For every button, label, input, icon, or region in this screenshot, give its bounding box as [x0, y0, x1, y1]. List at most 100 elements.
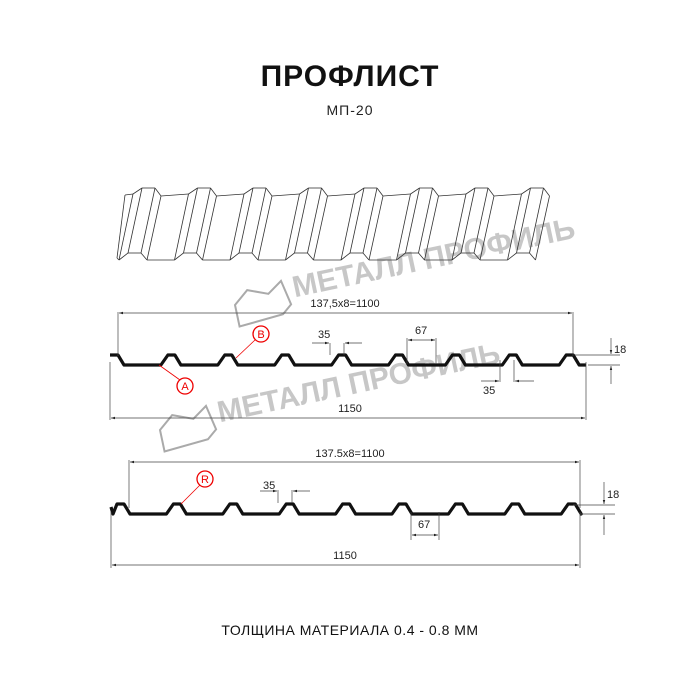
- sheet-edge: [196, 252, 203, 261]
- profile-2-outline: [109, 502, 583, 516]
- profile-1-outline: [110, 353, 586, 367]
- marker-a: A: [158, 364, 194, 395]
- page-subtitle: МП-20: [326, 102, 374, 118]
- sheet-edge: [202, 195, 217, 261]
- sheet-edge: [160, 193, 189, 197]
- sheet-edge: [405, 187, 420, 254]
- sheet-edge: [183, 187, 198, 254]
- sheet-edge: [487, 187, 495, 197]
- sheet-edge: [473, 252, 481, 261]
- pitch-label: 137.5x8=1100: [315, 448, 384, 460]
- sheet-edge: [410, 187, 420, 195]
- top-width-label: 35: [318, 329, 330, 341]
- page-title: ПРОФЛИСТ: [260, 60, 440, 93]
- sheet-edge: [368, 195, 384, 261]
- sheet-edge: [438, 193, 467, 197]
- pitch-label: 137,5x8=1100: [310, 298, 379, 310]
- sheet-edge: [340, 252, 351, 261]
- sheet-edge: [307, 252, 314, 261]
- sheet-edge: [251, 187, 267, 254]
- sheet-edge: [396, 252, 406, 261]
- sheet-edge: [376, 187, 384, 197]
- sheet-edge: [307, 187, 322, 254]
- height-label: 18: [614, 344, 626, 356]
- bottom-width-label: 35: [483, 385, 495, 397]
- sheet-edge: [271, 193, 300, 197]
- sheet-edge: [327, 193, 356, 197]
- sheet-edge: [257, 195, 273, 261]
- sheet-edge: [124, 193, 134, 196]
- sheet-edge: [354, 187, 365, 195]
- sheet-edge: [251, 252, 259, 261]
- sheet-edge: [543, 187, 550, 197]
- sheet-edge: [451, 193, 467, 261]
- svg-text:R: R: [201, 474, 209, 486]
- sheet-edge: [521, 187, 531, 195]
- sheet-edge: [321, 187, 328, 197]
- marker-r: R: [180, 470, 214, 505]
- svg-text:МЕТАЛЛ ПРОФИЛЬ: МЕТАЛЛ ПРОФИЛЬ: [214, 337, 503, 429]
- profile-2: 137.5x8=1100 1150 35 67 18 R: [109, 448, 619, 568]
- sheet-edge: [340, 193, 356, 261]
- sheet-edge: [229, 193, 245, 261]
- sheet-edge: [154, 187, 162, 197]
- sheet-edge: [229, 252, 240, 261]
- sheet-edge: [118, 252, 129, 261]
- sheet-edge: [507, 193, 522, 261]
- sheet-edge: [516, 187, 531, 254]
- sheet-edge: [146, 195, 162, 261]
- sheet-edge: [116, 194, 126, 259]
- sheet-edge: [418, 252, 425, 261]
- sheet-edge: [116, 257, 120, 261]
- sheet-edge: [140, 252, 148, 261]
- sheet-edge: [396, 193, 411, 261]
- valley-label: 67: [418, 519, 430, 531]
- sheet-edge: [174, 252, 184, 261]
- sheet-edge: [313, 195, 328, 261]
- marker-b: B: [235, 325, 270, 359]
- sheet-edge: [140, 187, 156, 254]
- profile-1: 137,5x8=1100 1150 35 67 35 18 B A: [109, 298, 626, 420]
- sheet-edge: [216, 193, 245, 197]
- sheet-edge: [196, 187, 211, 254]
- top-width-label: 35: [263, 480, 275, 492]
- sheet-edge: [294, 187, 309, 254]
- material-thickness-note: ТОЛЩИНА МАТЕРИАЛА 0.4 - 0.8 ММ: [221, 622, 479, 638]
- sheet-edge: [493, 193, 522, 197]
- svg-text:A: A: [181, 381, 189, 393]
- sheet-edge: [210, 187, 217, 197]
- total-label: 1150: [338, 403, 362, 415]
- sheet-edge: [174, 193, 189, 261]
- sheet-edge: [265, 187, 273, 197]
- sheet-edge: [432, 187, 439, 197]
- sheet-edge: [362, 187, 378, 254]
- svg-text:B: B: [257, 329, 264, 341]
- sheet-edge: [507, 252, 517, 261]
- sheet-edge: [418, 187, 433, 254]
- total-label: 1150: [333, 550, 357, 562]
- sheet-edge: [535, 195, 550, 261]
- sheet-edge: [479, 195, 495, 261]
- sheet-edge: [285, 252, 295, 261]
- svg-text:МЕТАЛЛ ПРОФИЛЬ: МЕТАЛЛ ПРОФИЛЬ: [289, 212, 578, 304]
- sheet-3d-view: [116, 187, 550, 261]
- sheet-edge: [362, 252, 370, 261]
- sheet-edge: [460, 187, 476, 254]
- sheet-edge: [529, 252, 536, 261]
- sheet-edge: [473, 187, 489, 254]
- watermark-1: МЕТАЛЛ ПРОФИЛЬ: [233, 212, 578, 328]
- sheet-edge: [238, 187, 254, 254]
- sheet-edge: [349, 187, 365, 254]
- sheet-edge: [299, 187, 309, 195]
- sheet-edge: [451, 252, 462, 261]
- valley-label: 67: [415, 325, 427, 337]
- height-label: 18: [607, 489, 619, 501]
- sheet-edge: [118, 193, 134, 261]
- sheet-edge: [127, 187, 143, 254]
- sheet-edge: [188, 187, 198, 195]
- sheet-edge: [465, 187, 476, 195]
- sheet-edge: [529, 187, 544, 254]
- sheet-edge: [382, 193, 411, 197]
- sheet-edge: [285, 193, 300, 261]
